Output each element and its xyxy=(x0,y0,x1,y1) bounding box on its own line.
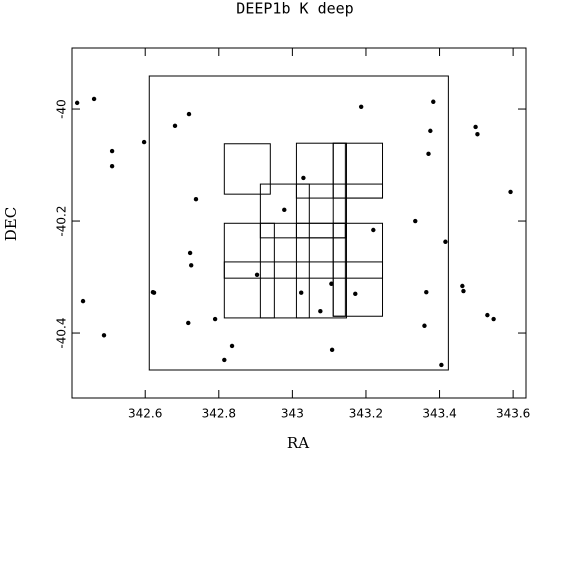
point xyxy=(141,139,147,145)
field-outline xyxy=(332,142,346,317)
point xyxy=(443,239,448,244)
point xyxy=(491,316,496,322)
field-outline xyxy=(332,142,384,199)
point xyxy=(74,100,80,106)
point xyxy=(413,218,418,224)
point xyxy=(91,96,97,102)
point xyxy=(172,123,178,129)
x-tick-label: 343.6 xyxy=(496,407,530,421)
point xyxy=(299,290,304,295)
point xyxy=(222,357,227,363)
point xyxy=(109,148,115,154)
point xyxy=(193,197,199,202)
point xyxy=(186,111,192,117)
point xyxy=(431,99,436,104)
point xyxy=(282,207,287,213)
point xyxy=(212,316,218,322)
point xyxy=(301,175,306,181)
point xyxy=(475,132,480,137)
point xyxy=(229,343,235,349)
point xyxy=(189,263,194,268)
point xyxy=(80,298,86,304)
point xyxy=(428,128,433,134)
field-outline xyxy=(148,75,449,371)
point xyxy=(485,312,490,318)
x-tick-label: 343.4 xyxy=(422,407,456,421)
point xyxy=(460,283,465,289)
point xyxy=(358,104,364,110)
point xyxy=(473,124,478,130)
field-outline xyxy=(259,222,346,239)
y-tick-label: -40.4 xyxy=(55,318,69,349)
field-outline xyxy=(223,143,271,195)
point xyxy=(371,227,376,233)
point xyxy=(109,163,115,169)
y-tick-label: -40.2 xyxy=(55,206,69,237)
x-tick-label: 343 xyxy=(281,407,304,421)
point xyxy=(186,320,191,326)
y-tick-label: -40 xyxy=(55,99,69,119)
point xyxy=(254,272,260,277)
point xyxy=(318,309,323,314)
x-tick-label: 342.8 xyxy=(202,407,236,421)
point xyxy=(426,151,431,157)
chart-title: DEEP1b K deep xyxy=(236,0,353,18)
point xyxy=(101,333,107,338)
point xyxy=(151,290,157,295)
point xyxy=(422,323,427,328)
point xyxy=(508,189,513,195)
field-outline xyxy=(332,222,384,317)
point xyxy=(187,250,193,256)
field-outline xyxy=(259,183,310,319)
x-tick-label: 342.6 xyxy=(128,407,162,421)
point xyxy=(424,289,429,295)
point xyxy=(439,362,444,368)
point xyxy=(329,347,335,353)
x-axis-label: RA xyxy=(287,434,309,452)
field-outline xyxy=(223,261,384,279)
y-axis-label: DEC xyxy=(2,207,20,241)
point xyxy=(353,291,358,297)
field-outline xyxy=(295,183,384,199)
plot-frame xyxy=(71,47,527,399)
point xyxy=(461,288,466,294)
x-tick-label: 343.2 xyxy=(349,407,383,421)
point xyxy=(329,281,334,286)
